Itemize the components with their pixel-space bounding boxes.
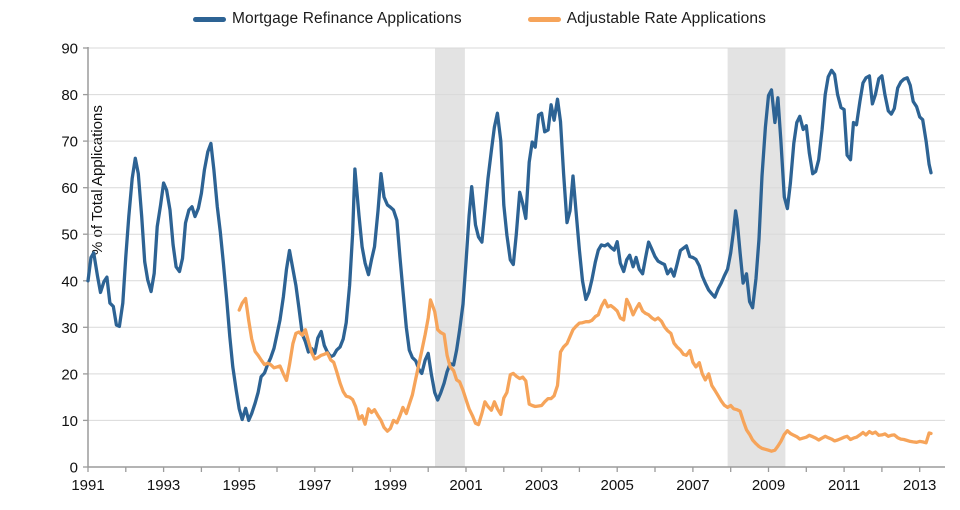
x-tick-label: 1995 — [223, 477, 256, 494]
x-tick-label: 2011 — [828, 477, 860, 494]
refinance-line-swatch — [193, 16, 226, 22]
legend-item-refinance: Mortgage Refinance Applications — [193, 10, 462, 28]
adjustable-line-swatch — [527, 16, 561, 22]
y-tick-label: 40 — [61, 273, 78, 290]
y-tick-label: 0 — [70, 460, 78, 477]
y-tick-label: 60 — [61, 180, 78, 197]
x-tick-label: 1997 — [298, 477, 331, 494]
adjustable-series-line — [237, 296, 933, 453]
x-tick-label: 2005 — [601, 477, 634, 494]
x-tick-label: 2009 — [752, 477, 785, 494]
y-tick-label: 80 — [61, 87, 78, 104]
recession-band — [435, 48, 465, 467]
x-tick-label: 2007 — [676, 477, 709, 494]
y-tick-label: 70 — [61, 134, 78, 151]
x-tick-label: 1993 — [147, 477, 180, 494]
legend-label-adjustable: Adjustable Rate Applications — [566, 10, 766, 27]
x-tick-label: 2013 — [903, 477, 936, 494]
x-tick-label: 1999 — [374, 477, 407, 494]
y-tick-label: 30 — [61, 320, 78, 337]
refinance-series-line — [86, 68, 933, 423]
y-tick-label: 50 — [61, 227, 78, 244]
legend-label-refinance: Mortgage Refinance Applications — [232, 10, 462, 27]
x-tick-label: 1991 — [71, 477, 104, 494]
chart-legend: Mortgage Refinance Applications Adjustab… — [193, 10, 766, 28]
legend-item-adjustable: Adjustable Rate Applications — [527, 10, 766, 28]
x-tick-label: 2003 — [525, 477, 558, 494]
x-tick-label: 2001 — [449, 477, 482, 494]
y-tick-label: 90 — [61, 41, 78, 58]
y-tick-label: 10 — [61, 413, 78, 430]
y-tick-label: 20 — [61, 366, 78, 383]
